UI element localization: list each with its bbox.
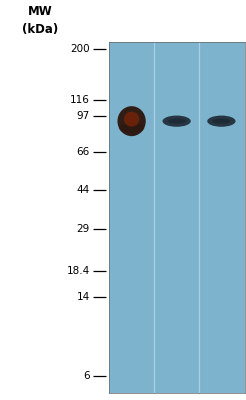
Text: (kDa): (kDa) <box>22 23 59 36</box>
Ellipse shape <box>168 119 186 124</box>
Text: 66: 66 <box>77 147 90 157</box>
Ellipse shape <box>212 119 231 124</box>
Text: 18.4: 18.4 <box>66 266 90 276</box>
Text: 200: 200 <box>70 44 90 54</box>
Text: MW: MW <box>28 5 53 18</box>
Bar <box>109 42 245 393</box>
Ellipse shape <box>207 116 236 127</box>
Text: 116: 116 <box>70 94 90 104</box>
Ellipse shape <box>118 106 146 136</box>
Ellipse shape <box>124 112 139 127</box>
Text: 44: 44 <box>77 185 90 195</box>
Ellipse shape <box>162 116 191 127</box>
Ellipse shape <box>119 123 144 134</box>
Text: 29: 29 <box>77 224 90 234</box>
Text: 14: 14 <box>77 292 90 302</box>
Text: 97: 97 <box>77 111 90 121</box>
Text: 6: 6 <box>83 371 90 381</box>
